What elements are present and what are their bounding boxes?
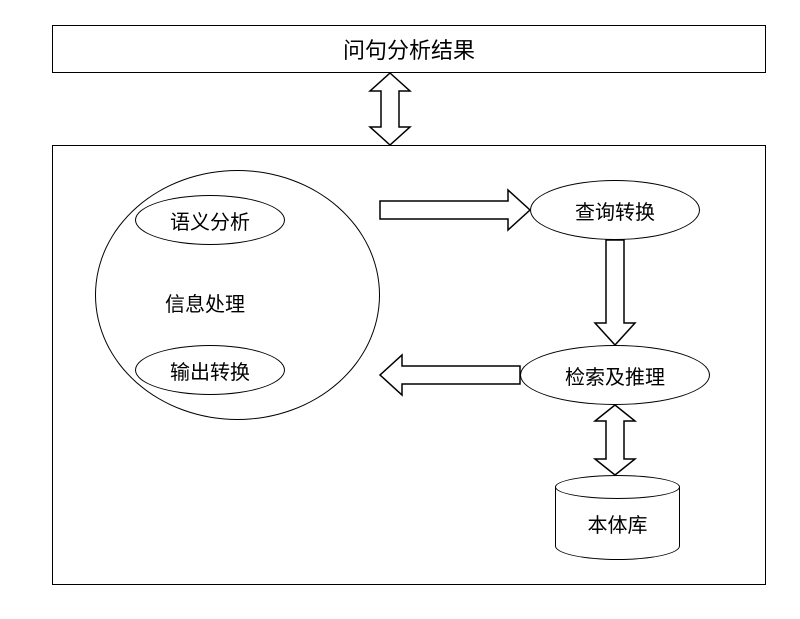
diagram-canvas: 问句分析结果 语义分析 信息处理 输出转换 查询转换 检索及推理 xyxy=(0,0,800,619)
semantic-analysis-ellipse: 语义分析 xyxy=(135,195,285,245)
arrow-semantic-to-query xyxy=(380,190,530,230)
info-processing-label: 信息处理 xyxy=(165,294,245,316)
output-convert-label: 输出转换 xyxy=(170,356,250,385)
query-convert-label: 查询转换 xyxy=(575,196,655,225)
ontology-cylinder: 本体库 xyxy=(555,475,680,560)
arrow-retrieval-ontology xyxy=(595,405,635,475)
retrieval-reasoning-ellipse: 检索及推理 xyxy=(520,345,710,405)
header-label: 问句分析结果 xyxy=(343,33,475,65)
output-convert-ellipse: 输出转换 xyxy=(135,345,285,395)
semantic-analysis-label: 语义分析 xyxy=(170,206,250,235)
arrow-header-main xyxy=(370,73,410,145)
retrieval-reasoning-label: 检索及推理 xyxy=(565,361,665,390)
ontology-label: 本体库 xyxy=(588,509,648,538)
header-box: 问句分析结果 xyxy=(52,25,766,73)
query-convert-ellipse: 查询转换 xyxy=(530,180,700,240)
info-processing-label-wrap: 信息处理 xyxy=(165,288,245,317)
arrow-query-to-retrieval xyxy=(595,240,635,345)
arrow-retrieval-to-output xyxy=(380,355,520,395)
